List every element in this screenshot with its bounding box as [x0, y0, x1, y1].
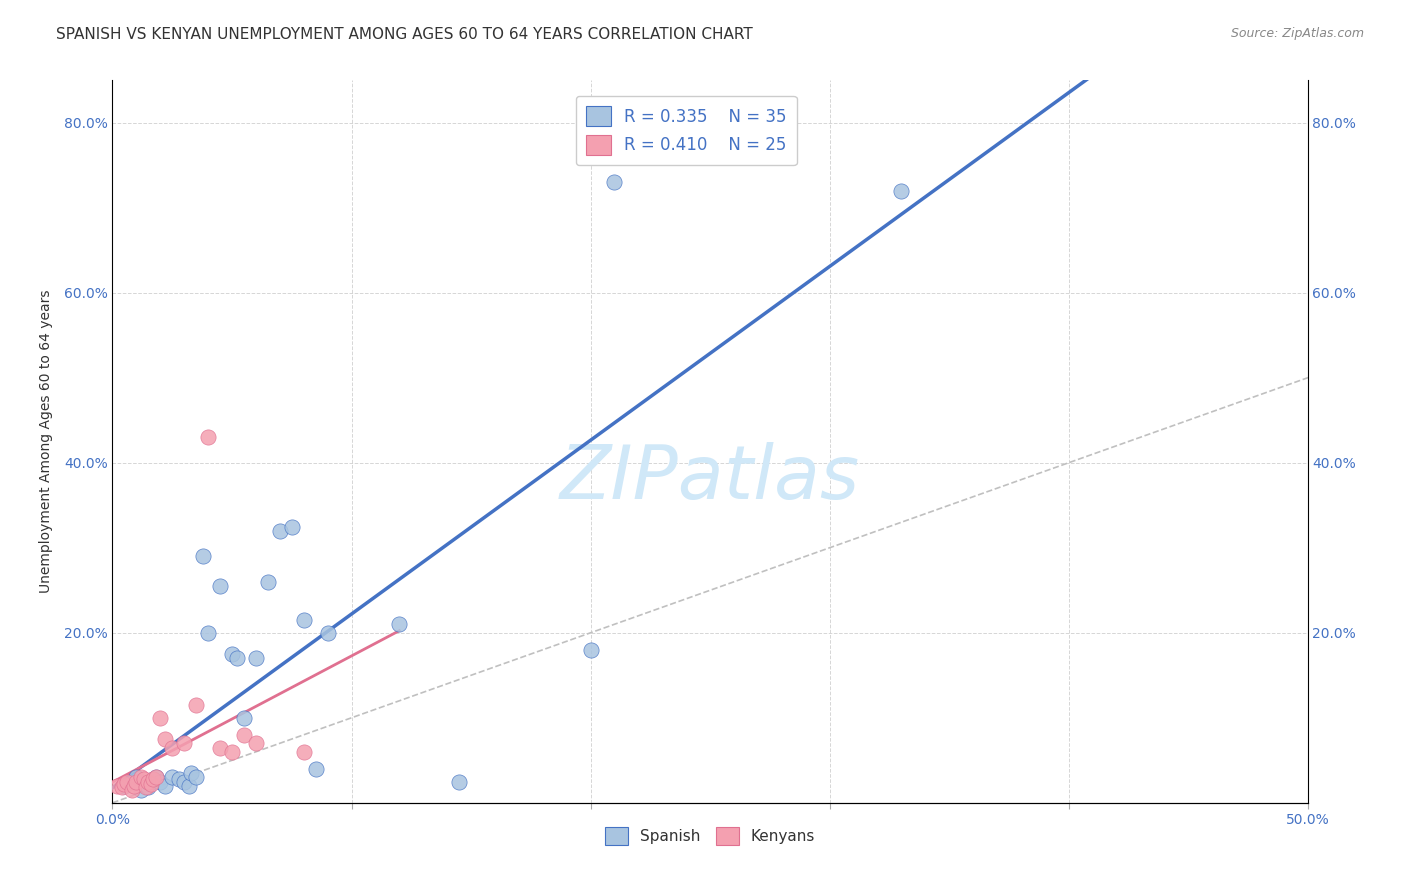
Point	[114, 779, 135, 793]
Point	[209, 740, 232, 755]
Point	[292, 613, 315, 627]
Point	[209, 579, 232, 593]
Point	[105, 779, 128, 793]
Point	[121, 774, 143, 789]
Point	[292, 745, 315, 759]
Point	[153, 732, 176, 747]
Point	[129, 783, 152, 797]
Point	[281, 519, 304, 533]
Point	[173, 774, 195, 789]
Point	[221, 647, 243, 661]
Point	[153, 779, 176, 793]
Point	[579, 642, 602, 657]
Point	[145, 770, 167, 784]
Text: SPANISH VS KENYAN UNEMPLOYMENT AMONG AGES 60 TO 64 YEARS CORRELATION CHART: SPANISH VS KENYAN UNEMPLOYMENT AMONG AGE…	[56, 27, 754, 42]
Point	[177, 779, 200, 793]
Point	[125, 774, 148, 789]
Point	[149, 774, 172, 789]
Point	[114, 777, 135, 791]
Point	[197, 625, 219, 640]
Point	[121, 783, 143, 797]
Point	[245, 651, 267, 665]
Point	[316, 625, 339, 640]
Point	[225, 651, 247, 665]
Point	[142, 772, 165, 786]
Point	[122, 779, 145, 793]
Point	[169, 772, 191, 786]
Point	[197, 430, 219, 444]
Point	[138, 774, 160, 789]
Point	[139, 777, 162, 791]
Point	[245, 736, 267, 750]
Point	[162, 770, 183, 784]
Point	[186, 770, 208, 784]
Text: Source: ZipAtlas.com: Source: ZipAtlas.com	[1230, 27, 1364, 40]
Point	[132, 772, 155, 786]
Point	[149, 711, 172, 725]
Point	[162, 740, 183, 755]
Point	[233, 711, 256, 725]
Point	[115, 774, 138, 789]
Text: ZIPatlas: ZIPatlas	[560, 442, 860, 514]
Point	[186, 698, 208, 712]
Point	[890, 184, 912, 198]
Point	[129, 770, 152, 784]
Point	[193, 549, 215, 564]
Point	[142, 772, 165, 786]
Point	[111, 780, 134, 795]
Point	[173, 736, 195, 750]
Point	[180, 766, 202, 780]
Point	[388, 617, 411, 632]
Point	[269, 524, 291, 538]
Point	[138, 780, 160, 795]
Point	[221, 745, 243, 759]
Point	[233, 728, 256, 742]
Point	[305, 762, 328, 776]
Y-axis label: Unemployment Among Ages 60 to 64 years: Unemployment Among Ages 60 to 64 years	[38, 290, 52, 593]
Point	[603, 175, 626, 189]
Point	[447, 774, 470, 789]
Point	[125, 770, 148, 784]
Legend: Spanish, Kenyans: Spanish, Kenyans	[598, 819, 823, 853]
Point	[139, 774, 162, 789]
Point	[135, 780, 157, 795]
Point	[145, 770, 167, 784]
Point	[257, 574, 280, 589]
Point	[132, 777, 155, 791]
